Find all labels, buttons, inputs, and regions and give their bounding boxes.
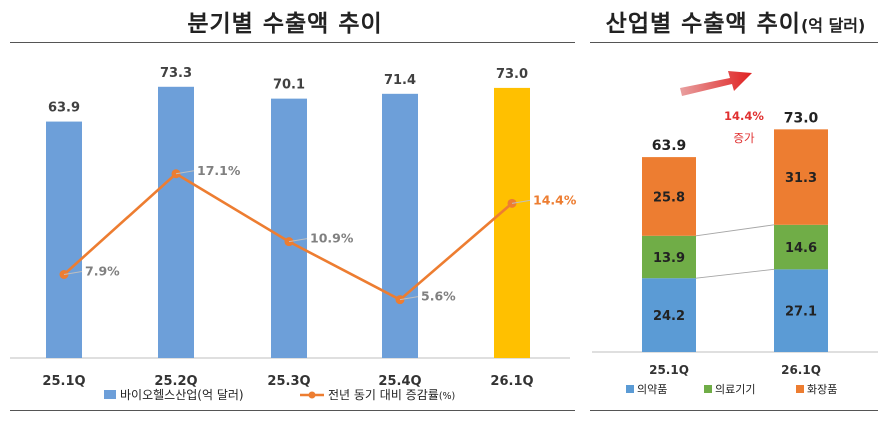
bar-25.2Q — [158, 86, 194, 358]
bar-value-label: 73.3 — [160, 66, 192, 81]
growth-percent-label: 14.4% — [724, 109, 764, 123]
bar-value-label: 73.0 — [496, 67, 528, 82]
segment-value-label: 31.3 — [785, 171, 817, 186]
segment-의약품 — [774, 269, 828, 352]
growth-rate-label: 10.9% — [310, 231, 354, 246]
segment-value-label: 24.2 — [653, 309, 685, 324]
segment-의료기기 — [774, 224, 828, 270]
x-tick-label: 25.1Q — [42, 374, 85, 389]
label-leader-line — [63, 271, 83, 275]
left-title-rule — [10, 42, 575, 43]
label-leader-line — [175, 170, 195, 175]
growth-rate-label: 7.9% — [85, 263, 120, 278]
segment-의료기기 — [642, 235, 696, 279]
bar-value-label: 70.1 — [273, 78, 305, 93]
label-leader-line — [288, 238, 308, 243]
legend-line-label: 전년 동기 대비 증감률(%) — [328, 388, 455, 402]
legend-line-unit: (%) — [439, 391, 455, 402]
right-title-main: 산업별 수출액 추이 — [605, 11, 801, 37]
growth-rate-label: 14.4% — [533, 192, 577, 207]
industry-export-chart: 24.2 13.9 25.8 63.9 25.1Q 27.1 14.6 31.3 73.0 26.… — [592, 71, 878, 396]
segment-value-label: 27.1 — [785, 305, 817, 320]
segment-connector — [695, 268, 775, 279]
growth-rate-label: 17.1% — [197, 163, 241, 178]
legend-label: 화장품 — [807, 383, 837, 396]
segment-value-label: 13.9 — [653, 251, 685, 266]
growth-word-label: 증가 — [733, 131, 755, 145]
label-leader-line — [511, 199, 531, 204]
quarterly-export-chart: 63.9 25.1Q 73.3 25.2Q 70.1 25.3Q 71.4 25.4Q 73.0… — [10, 66, 577, 402]
right-bottom-rule — [590, 410, 878, 411]
total-label: 63.9 — [652, 138, 687, 154]
legend-bar-label: 바이오헬스산업(억 달러) — [120, 388, 244, 402]
x-tick-label: 26.1Q — [490, 374, 533, 389]
growth-rate-label: 5.6% — [421, 289, 456, 304]
segment-화장품 — [774, 129, 828, 225]
segment-value-label: 25.8 — [653, 190, 685, 205]
legend-swatch-화장품 — [796, 385, 804, 393]
segment-connector — [695, 224, 775, 237]
x-tick-label: 25.2Q — [154, 374, 197, 389]
right-title-rule — [590, 42, 878, 43]
segment-의약품 — [642, 278, 696, 352]
legend-swatch-의료기기 — [704, 385, 712, 393]
bar-25.1Q — [46, 121, 82, 358]
segment-value-label: 14.6 — [785, 241, 817, 256]
right-title-unit: (억 달러) — [800, 16, 866, 35]
legend-line-main: 전년 동기 대비 증감률 — [328, 388, 439, 402]
legend-line-marker — [308, 391, 316, 399]
legend-label: 의료기기 — [715, 383, 755, 396]
x-tick-label: 25.3Q — [267, 374, 310, 389]
bar-25.4Q — [382, 93, 418, 358]
legend-swatch-의약품 — [626, 385, 634, 393]
legend-bar-swatch — [104, 390, 116, 399]
left-chart-title: 분기별 수출액 추이 — [187, 11, 383, 37]
bar-26.1Q — [494, 87, 530, 359]
segment-화장품 — [642, 157, 696, 236]
x-tick-label: 26.1Q — [781, 363, 821, 377]
bar-value-label: 71.4 — [384, 73, 416, 88]
total-label: 73.0 — [784, 110, 819, 126]
left-bottom-rule — [10, 410, 575, 411]
right-chart-title: 산업별 수출액 추이(억 달러) — [582, 4, 889, 38]
legend-label: 의약품 — [637, 382, 667, 396]
x-tick-label: 25.1Q — [649, 363, 689, 377]
label-leader-line — [399, 296, 419, 301]
bar-value-label: 63.9 — [48, 101, 80, 116]
growth-arrow — [680, 71, 752, 96]
x-tick-label: 25.4Q — [378, 374, 421, 389]
bar-25.3Q — [271, 98, 307, 358]
